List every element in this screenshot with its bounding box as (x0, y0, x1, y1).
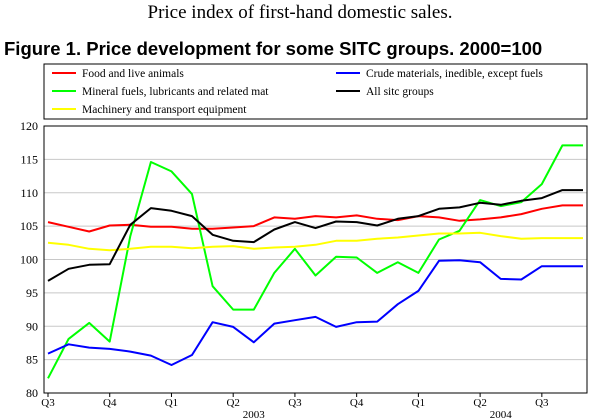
legend-label: Mineral fuels, lubricants and related ma… (82, 86, 269, 98)
legend-label: All sitc groups (366, 86, 434, 98)
x-tick-label: Q2 (473, 397, 486, 409)
y-axis: 80 85 90 95 100 105 110 115 120 (20, 119, 38, 400)
y-tick-label: 100 (20, 253, 38, 267)
y-tick-label: 80 (26, 386, 38, 400)
x-tick-label: Q3 (535, 397, 549, 409)
y-tick-label: 95 (26, 286, 38, 300)
legend-label: Crude materials, inedible, except fuels (366, 68, 543, 80)
x-tick-label: Q4 (350, 397, 364, 409)
y-tick-label: 105 (20, 219, 38, 233)
y-tick-label: 90 (26, 319, 38, 333)
series-line (47, 259, 583, 366)
series-line (47, 204, 583, 233)
gridlines (44, 158, 587, 361)
x-tick-label: Q2 (226, 397, 239, 409)
chart-title: Figure 1. Price development for some SIT… (4, 38, 543, 59)
legend-box (43, 63, 588, 120)
x-tick-label: Q3 (41, 397, 55, 409)
x-year-label: 2004 (490, 409, 513, 420)
y-tick-label: 110 (20, 186, 38, 200)
plot-frame (43, 125, 588, 394)
series-lines (47, 144, 583, 379)
x-year-label: 2003 (243, 409, 266, 420)
y-tick-label: 120 (20, 119, 38, 133)
x-tick-label: Q1 (165, 397, 178, 409)
legend-label: Machinery and transport equipment (82, 104, 247, 116)
x-tick-label: Q4 (103, 397, 117, 409)
series-line (47, 189, 583, 282)
legend-label: Food and live animals (82, 68, 184, 80)
supertitle: Price index of first-hand domestic sales… (147, 2, 453, 23)
x-tick-label: Q3 (288, 397, 302, 409)
x-tick-label: Q1 (412, 397, 425, 409)
y-tick-label: 85 (26, 353, 38, 367)
series-line (47, 231, 583, 252)
legend: Food and live animals Mineral fuels, lubr… (52, 68, 543, 116)
y-tick-label: 115 (20, 152, 38, 166)
x-axis: Q3 Q4 Q1 Q2 Q3 Q4 Q1 Q2 Q3 2003 2004 (41, 393, 549, 420)
